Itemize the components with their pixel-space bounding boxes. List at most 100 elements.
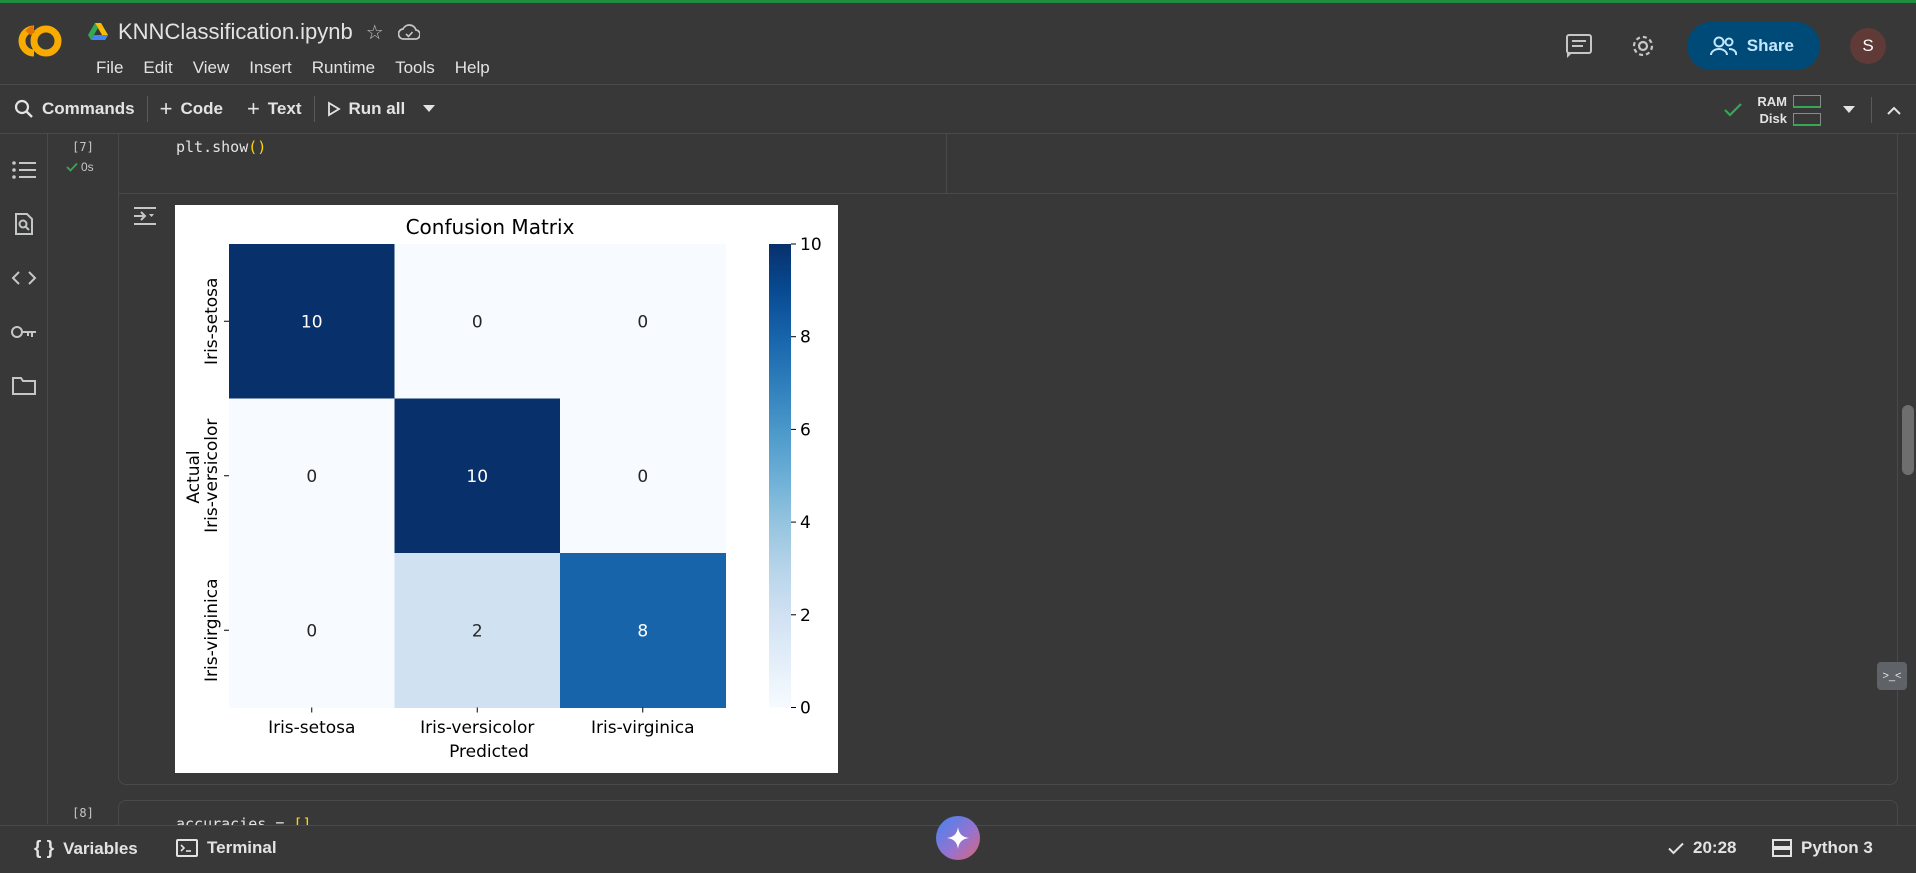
title-row: KNNClassification.ipynb ☆ bbox=[88, 19, 421, 45]
colorbar-tick-label: 8 bbox=[800, 328, 811, 348]
table-of-contents-icon[interactable] bbox=[10, 156, 38, 184]
find-replace-icon[interactable] bbox=[10, 210, 38, 238]
x-tick-label: Iris-virginica bbox=[591, 718, 695, 738]
code-line: plt.show() bbox=[176, 138, 266, 156]
menu-tools[interactable]: Tools bbox=[395, 58, 435, 77]
colorbar-tick-label: 0 bbox=[800, 699, 811, 719]
plus-icon: + bbox=[246, 96, 260, 121]
cell-value-label: 0 bbox=[306, 467, 317, 487]
runtime-label: Python 3 bbox=[1801, 838, 1873, 857]
notebook-title[interactable]: KNNClassification.ipynb bbox=[118, 19, 353, 44]
runtime-status: RAM Disk bbox=[1723, 85, 1916, 135]
collapse-toolbar-icon[interactable] bbox=[1872, 106, 1916, 115]
files-folder-icon[interactable] bbox=[10, 372, 38, 400]
star-icon[interactable]: ☆ bbox=[365, 21, 384, 44]
add-text-label: Text bbox=[267, 99, 302, 118]
terminal-button[interactable]: Terminal bbox=[176, 838, 277, 858]
colorbar-tick-label: 10 bbox=[800, 235, 822, 255]
menu-edit[interactable]: Edit bbox=[143, 58, 173, 77]
last-execution-status[interactable]: 20:28 bbox=[1668, 838, 1736, 858]
menu-view[interactable]: View bbox=[192, 58, 230, 77]
y-tick-label: Iris-virginica bbox=[202, 578, 222, 682]
check-icon bbox=[1668, 842, 1684, 854]
code-editor[interactable]: plt.show() bbox=[119, 134, 947, 194]
colab-logo[interactable] bbox=[14, 21, 66, 61]
heatmap-cell bbox=[560, 398, 726, 554]
cell-value-label: 0 bbox=[472, 312, 483, 332]
caret-down-icon bbox=[423, 105, 436, 112]
heatmap-cell bbox=[394, 398, 561, 554]
x-axis-label: Predicted bbox=[449, 742, 529, 762]
cell-value-label: 0 bbox=[637, 467, 648, 487]
heatmap-cell bbox=[229, 553, 395, 708]
side-rail bbox=[0, 134, 48, 824]
notebook-toolbar: Commands + Code + Text Run all RAM Disk bbox=[0, 84, 1916, 134]
variables-button[interactable]: { } Variables bbox=[34, 838, 138, 860]
check-icon bbox=[66, 162, 78, 172]
resource-bars[interactable] bbox=[1793, 94, 1821, 126]
add-code-label: Code bbox=[180, 99, 223, 118]
cell-value-label: 0 bbox=[306, 621, 317, 641]
terminal-icon bbox=[176, 839, 198, 857]
colorbar-tick-label: 4 bbox=[800, 513, 811, 533]
connected-check-icon bbox=[1724, 103, 1743, 117]
commands-label: Commands bbox=[42, 99, 135, 118]
heatmap-cell bbox=[229, 398, 395, 554]
disk-label: Disk bbox=[1759, 111, 1787, 126]
account-avatar[interactable]: S bbox=[1850, 28, 1886, 64]
y-tick-label: Iris-setosa bbox=[202, 278, 222, 365]
secrets-key-icon[interactable] bbox=[10, 318, 38, 346]
commands-button[interactable]: Commands bbox=[2, 91, 147, 127]
comments-icon[interactable] bbox=[1559, 26, 1599, 66]
google-drive-icon[interactable] bbox=[88, 23, 108, 41]
runtime-type-button[interactable]: Python 3 bbox=[1772, 838, 1873, 858]
top-bar: KNNClassification.ipynb ☆ File Edit View… bbox=[0, 0, 1916, 84]
share-button[interactable]: Share bbox=[1686, 22, 1820, 70]
add-text-button[interactable]: + Text bbox=[235, 91, 314, 127]
terminal-label: Terminal bbox=[207, 838, 277, 857]
heatmap-cell bbox=[560, 553, 726, 708]
toolbar-divider bbox=[313, 96, 315, 122]
floating-terminal-icon[interactable]: >_< bbox=[1877, 662, 1907, 690]
code-cell[interactable]: plt.show() bbox=[118, 134, 1898, 785]
colorbar bbox=[769, 244, 791, 708]
menu-file[interactable]: File bbox=[96, 58, 124, 77]
heatmap-cell bbox=[229, 244, 395, 399]
braces-icon: { } bbox=[34, 838, 55, 859]
variables-label: Variables bbox=[63, 839, 138, 858]
colorbar-tick-label: 2 bbox=[800, 606, 811, 626]
output-actions-icon[interactable] bbox=[131, 202, 159, 230]
cell-value-label: 2 bbox=[472, 621, 483, 641]
cell-divider bbox=[947, 193, 1898, 194]
execution-time-text: 0s bbox=[81, 160, 94, 174]
heatmap-cell bbox=[560, 244, 726, 399]
plus-icon: + bbox=[159, 96, 173, 121]
ram-usage-bar bbox=[1793, 94, 1821, 108]
code-parens: () bbox=[248, 138, 267, 156]
add-code-button[interactable]: + Code bbox=[148, 91, 235, 127]
menu-help[interactable]: Help bbox=[454, 58, 490, 77]
y-tick-label: Iris-versicolor bbox=[202, 419, 222, 533]
code-snippets-icon[interactable] bbox=[10, 264, 38, 292]
gemini-assistant-button[interactable] bbox=[936, 816, 980, 860]
cell-value-label: 8 bbox=[637, 621, 648, 641]
sparkle-icon bbox=[947, 827, 969, 849]
ram-label: RAM bbox=[1757, 94, 1787, 109]
confusion-matrix-figure: Confusion Matrix Predicted Actual 10 0 0 0 1… bbox=[175, 205, 838, 773]
run-options-dropdown[interactable] bbox=[417, 91, 441, 127]
cell-value-label: 0 bbox=[637, 312, 648, 332]
chart-title: Confusion Matrix bbox=[406, 215, 575, 239]
search-icon bbox=[14, 99, 33, 118]
runtime-menu-caret-icon[interactable] bbox=[1839, 106, 1859, 114]
colorbar-tick-label: 6 bbox=[800, 420, 811, 440]
menu-insert[interactable]: Insert bbox=[249, 58, 292, 77]
cell-execution-count: [8] bbox=[72, 806, 94, 820]
cloud-saved-icon[interactable] bbox=[397, 20, 421, 44]
toolbar-divider bbox=[146, 96, 148, 122]
run-all-button[interactable]: Run all bbox=[315, 91, 418, 127]
menu-runtime[interactable]: Runtime bbox=[311, 58, 376, 77]
scrollbar-thumb[interactable] bbox=[1902, 405, 1914, 475]
resource-monitor[interactable]: RAM Disk bbox=[1757, 93, 1787, 127]
settings-gear-icon[interactable] bbox=[1623, 26, 1663, 66]
heatmap-cell bbox=[394, 244, 561, 399]
